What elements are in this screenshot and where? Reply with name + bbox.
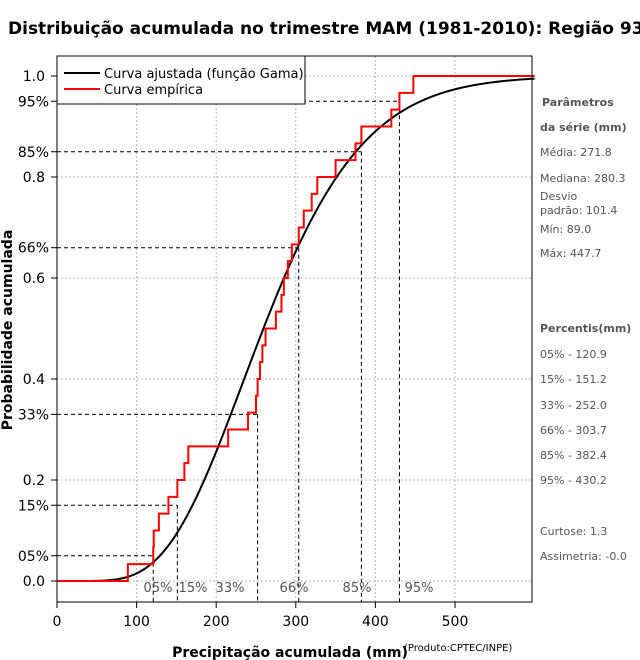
legend-box bbox=[56, 55, 306, 105]
x-tick-label: 100 bbox=[123, 614, 150, 630]
gamma-fit-curve bbox=[57, 77, 535, 582]
x-tick-label: 400 bbox=[362, 614, 389, 630]
empirical-step-curve bbox=[57, 75, 535, 582]
y-tick-label: 0.6 bbox=[23, 271, 45, 287]
percentile-x-label: 95% bbox=[405, 581, 434, 596]
y-tick-label: 0.2 bbox=[23, 473, 45, 489]
percentile-y-label: 05% bbox=[18, 549, 49, 565]
y-tick-label: 0.8 bbox=[23, 170, 45, 186]
percentile-x-label: 66% bbox=[280, 581, 309, 596]
x-tick-label: 0 bbox=[53, 614, 62, 630]
percentile-x-label: 33% bbox=[216, 581, 245, 596]
x-tick-label: 500 bbox=[442, 614, 469, 630]
x-tick-label: 300 bbox=[282, 614, 309, 630]
y-tick-label: 1.0 bbox=[23, 69, 45, 85]
percentile-x-label: 15% bbox=[179, 581, 208, 596]
y-tick-label: 0.0 bbox=[23, 574, 45, 590]
percentile-y-label: 33% bbox=[18, 407, 49, 423]
x-tick-label: 200 bbox=[203, 614, 230, 630]
percentile-y-label: 95% bbox=[18, 94, 49, 110]
credit-label: (Produto:CPTEC/INPE) bbox=[404, 643, 512, 654]
percentile-x-label: 05% bbox=[144, 581, 173, 596]
percentile-y-label: 15% bbox=[18, 498, 49, 514]
chart-title: Distribuição acumulada no trimestre MAM … bbox=[8, 19, 640, 39]
y-axis-label: Probabilidade acumulada bbox=[0, 230, 16, 431]
x-axis-label: Precipitação acumulada (mm) bbox=[172, 645, 408, 660]
legend: Curva ajustada (função Gama)Curva empíri… bbox=[56, 55, 306, 105]
legend-entry-label: Curva ajustada (função Gama) bbox=[104, 67, 304, 82]
legend-entry-label: Curva empírica bbox=[104, 83, 203, 98]
plot-border bbox=[56, 55, 533, 603]
percentile-y-label: 85% bbox=[18, 145, 49, 161]
percentile-y-label: 66% bbox=[18, 241, 49, 257]
y-tick-label: 0.4 bbox=[23, 372, 45, 388]
percentile-x-label: 85% bbox=[343, 581, 372, 596]
